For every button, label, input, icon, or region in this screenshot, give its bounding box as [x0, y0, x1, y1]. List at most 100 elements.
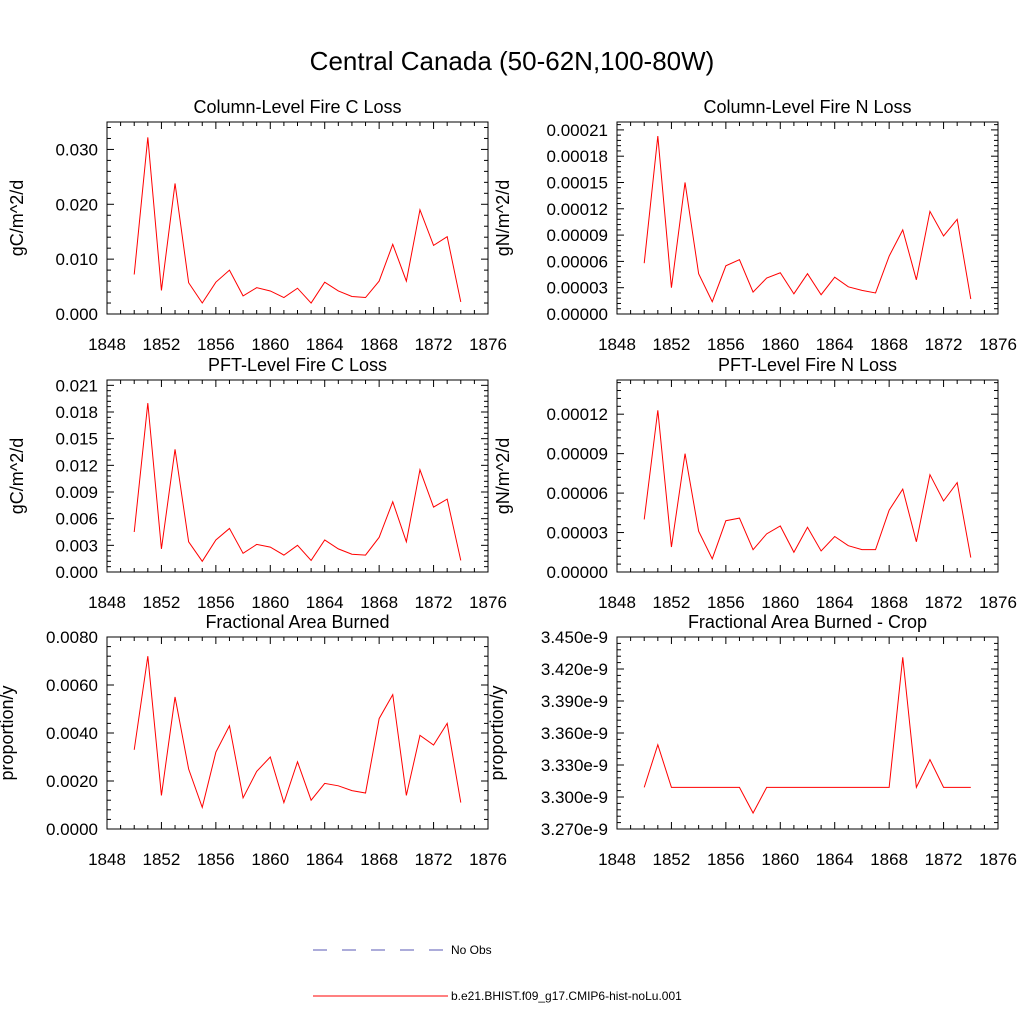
- y-tick-label: 0.00006: [547, 484, 608, 503]
- y-tick-label: 0.006: [55, 510, 98, 529]
- x-tick-label: 1860: [761, 335, 799, 354]
- panel-fractional-area-burned-crop: Fractional Area Burned - Crop proportion/…: [487, 612, 1017, 869]
- x-tick-label: 1876: [469, 593, 507, 612]
- x-tick-label: 1860: [251, 850, 289, 869]
- x-tick-label: 1868: [870, 593, 908, 612]
- x-tick-label: 1868: [360, 593, 398, 612]
- series-line: [133, 137, 462, 304]
- plot-frame: [106, 636, 489, 830]
- x-tick-label: 1860: [251, 593, 289, 612]
- x-tick-label: 1864: [816, 593, 854, 612]
- x-tick-label: 1848: [598, 850, 636, 869]
- x-tick-label: 1852: [653, 593, 691, 612]
- y-tick-label: 3.270e-9: [541, 820, 608, 839]
- y-tick-label: 0.00003: [547, 279, 608, 298]
- page-title: Central Canada (50-62N,100-80W): [309, 46, 715, 76]
- y-tick-label: 0.00021: [547, 121, 608, 140]
- legend-label-model-run: b.e21.BHIST.f09_g17.CMIP6-hist-noLu.001: [451, 989, 682, 1003]
- y-tick-label: 0.00012: [547, 200, 608, 219]
- x-tick-label: 1852: [653, 850, 691, 869]
- x-tick-label: 1848: [88, 850, 126, 869]
- series-line: [643, 410, 972, 561]
- x-tick-label: 1856: [707, 850, 745, 869]
- y-tick-label: 0.000: [55, 563, 98, 582]
- panel-title: Fractional Area Burned - Crop: [688, 612, 927, 632]
- x-tick-label: 1852: [143, 593, 181, 612]
- panel-pft-level-fire-n-loss: PFT-Level Fire N Loss gN/m^2/d 1848 1852 185…: [493, 355, 1017, 612]
- x-tick-label: 1856: [197, 593, 235, 612]
- y-tick-label: 0.0020: [46, 772, 98, 791]
- x-tick-label: 1864: [816, 850, 854, 869]
- y-tick-label: 0.009: [55, 483, 98, 502]
- panel-pft-level-fire-c-loss: PFT-Level Fire C Loss gC/m^2/d 1848 1852 185…: [7, 355, 507, 612]
- y-tick-label: 0.010: [55, 250, 98, 269]
- x-tick-label: 1872: [925, 335, 963, 354]
- panel-title: Column-Level Fire N Loss: [703, 97, 911, 117]
- x-tick-label: 1876: [979, 850, 1017, 869]
- panel-title: PFT-Level Fire C Loss: [208, 355, 387, 375]
- series-line: [643, 135, 972, 303]
- x-tick-label: 1876: [979, 335, 1017, 354]
- x-tick-label: 1876: [469, 335, 507, 354]
- y-tick-label: 0.015: [55, 430, 98, 449]
- x-tick-label: 1872: [415, 593, 453, 612]
- x-tick-label: 1868: [360, 850, 398, 869]
- x-tick-label: 1868: [360, 335, 398, 354]
- chart-panels: Column-Level Fire C Loss gC/m^2/d 1848 1852…: [0, 97, 1017, 869]
- x-tick-label: 1860: [251, 335, 289, 354]
- y-tick-label: 0.020: [55, 195, 98, 214]
- y-tick-label: 0.00018: [547, 147, 608, 166]
- y-tick-label: 0.003: [55, 536, 98, 555]
- x-tick-label: 1856: [197, 335, 235, 354]
- y-tick-label: 0.0000: [46, 820, 98, 839]
- y-tick-label: 0.0040: [46, 724, 98, 743]
- plot-frame: [616, 121, 999, 315]
- x-tick-label: 1868: [870, 850, 908, 869]
- y-tick-label: 0.000: [55, 305, 98, 324]
- y-tick-label: 0.00015: [547, 173, 608, 192]
- y-axis-label: gN/m^2/d: [493, 438, 513, 514]
- panel-fractional-area-burned: Fractional Area Burned proportion/y 1848 18…: [0, 612, 507, 869]
- x-tick-label: 1856: [707, 593, 745, 612]
- y-tick-label: 0.018: [55, 403, 98, 422]
- x-tick-label: 1876: [979, 593, 1017, 612]
- y-tick-label: 3.360e-9: [541, 724, 608, 743]
- x-tick-label: 1852: [653, 335, 691, 354]
- x-tick-label: 1848: [88, 335, 126, 354]
- x-tick-label: 1872: [925, 593, 963, 612]
- x-tick-label: 1864: [306, 335, 344, 354]
- panel-title: Column-Level Fire C Loss: [193, 97, 401, 117]
- panel-title: PFT-Level Fire N Loss: [718, 355, 897, 375]
- x-tick-label: 1864: [816, 335, 854, 354]
- y-axis-label: gC/m^2/d: [7, 180, 27, 256]
- x-tick-label: 1856: [197, 850, 235, 869]
- y-axis-label: proportion/y: [0, 685, 17, 780]
- series-line: [643, 657, 971, 815]
- y-tick-label: 0.00000: [547, 305, 608, 324]
- y-tick-label: 0.00012: [547, 405, 608, 424]
- series-line: [133, 403, 462, 563]
- x-tick-label: 1872: [925, 850, 963, 869]
- x-tick-label: 1860: [761, 850, 799, 869]
- y-tick-label: 0.00006: [547, 252, 608, 271]
- x-tick-label: 1852: [143, 335, 181, 354]
- x-tick-label: 1848: [88, 593, 126, 612]
- y-tick-label: 0.021: [55, 376, 98, 395]
- panel-column-level-fire-c-loss: Column-Level Fire C Loss gC/m^2/d 1848 1852…: [7, 97, 507, 354]
- x-tick-label: 1856: [707, 335, 745, 354]
- x-tick-label: 1848: [598, 593, 636, 612]
- y-tick-label: 0.00009: [547, 226, 608, 245]
- y-tick-label: 0.0080: [46, 628, 98, 647]
- y-tick-label: 0.00000: [547, 563, 608, 582]
- legend: No Obs b.e21.BHIST.f09_g17.CMIP6-hist-no…: [313, 943, 682, 1003]
- x-tick-label: 1872: [415, 335, 453, 354]
- y-tick-label: 3.300e-9: [541, 788, 608, 807]
- panel-title: Fractional Area Burned: [205, 612, 389, 632]
- legend-label-no-obs: No Obs: [451, 943, 492, 957]
- y-tick-label: 0.00009: [547, 445, 608, 464]
- y-tick-label: 0.030: [55, 140, 98, 159]
- y-tick-label: 0.012: [55, 456, 98, 475]
- x-tick-label: 1864: [306, 850, 344, 869]
- y-tick-label: 0.00003: [547, 524, 608, 543]
